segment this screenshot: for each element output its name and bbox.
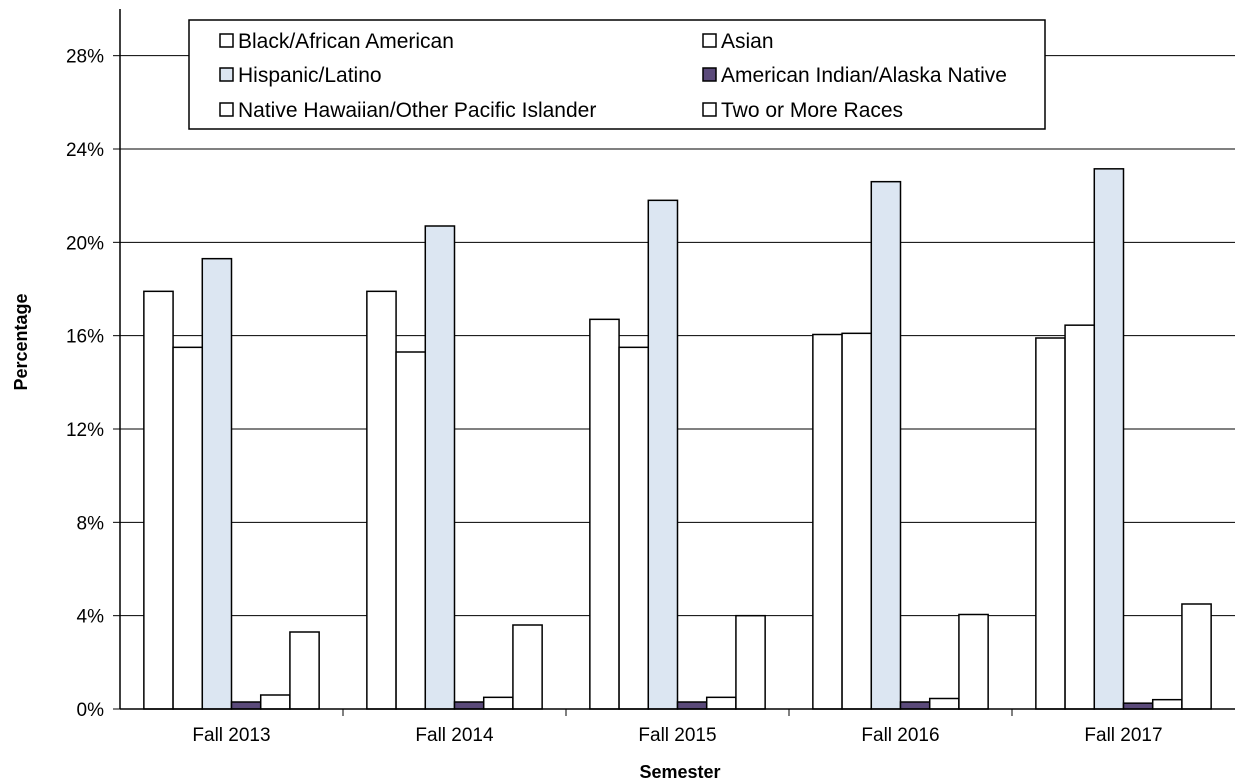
legend-swatch-asian — [702, 33, 717, 48]
y-tick-label: 20% — [66, 233, 104, 254]
legend-swatch-hispanic-latino — [219, 67, 234, 82]
bar-asian-fall-2014 — [395, 351, 427, 710]
bar-hispanic-latino-fall-2015 — [647, 199, 679, 710]
legend: Black/African American Asian Hispanic/Lati… — [188, 19, 1046, 130]
y-tick-label: 4% — [77, 607, 105, 628]
legend-label-asian: Asian — [721, 30, 774, 53]
bar-hispanic-latino-fall-2014 — [424, 225, 456, 710]
bar-black-african-american-fall-2017 — [1035, 337, 1066, 710]
bar-native-hawaiian-other-pacific-islander-fall-2014 — [482, 696, 514, 710]
bar-american-indian-alaska-native-fall-2016 — [899, 701, 931, 710]
bar-two-or-more-races-fall-2015 — [735, 614, 766, 710]
bars — [143, 168, 1212, 710]
bar-asian-fall-2016 — [841, 332, 873, 710]
bar-american-indian-alaska-native-fall-2017 — [1122, 702, 1154, 710]
bar-native-hawaiian-other-pacific-islander-fall-2013 — [259, 694, 291, 710]
bar-asian-fall-2013 — [172, 346, 204, 710]
x-tick-label: Fall 2013 — [192, 725, 270, 746]
bar-american-indian-alaska-native-fall-2013 — [230, 701, 262, 710]
x-tick-label: Fall 2016 — [861, 725, 939, 746]
tick-labels: 0% 4% 8% 12% 16% 20% 24% 28% Fall 2013 Fall 2014 F… — [66, 47, 1163, 746]
legend-swatch-two-or-more-races — [702, 102, 717, 117]
bar-american-indian-alaska-native-fall-2014 — [453, 701, 485, 710]
legend-swatch-black-african-american — [219, 33, 234, 48]
bar-black-african-american-fall-2014 — [366, 290, 397, 710]
y-tick-label: 16% — [66, 327, 104, 348]
legend-label-two-or-more-races: Two or More Races — [721, 99, 903, 122]
bar-black-african-american-fall-2013 — [143, 290, 174, 710]
y-tick-label: 12% — [66, 420, 104, 441]
legend-label-black-african-american: Black/African American — [238, 30, 454, 53]
bar-two-or-more-races-fall-2014 — [512, 624, 543, 710]
bar-hispanic-latino-fall-2013 — [201, 257, 233, 710]
bar-hispanic-latino-fall-2016 — [870, 180, 902, 710]
legend-swatch-american-indian-alaska-native — [702, 67, 717, 82]
y-tick-label: 0% — [77, 700, 105, 721]
bar-american-indian-alaska-native-fall-2015 — [676, 701, 708, 710]
bar-hispanic-latino-fall-2017 — [1093, 168, 1125, 710]
bar-asian-fall-2017 — [1064, 324, 1096, 710]
bar-black-african-american-fall-2016 — [812, 333, 843, 710]
bar-native-hawaiian-other-pacific-islander-fall-2017 — [1151, 698, 1183, 710]
legend-swatch-native-hawaiian-other-pacific-islander — [219, 102, 234, 117]
legend-label-native-hawaiian-other-pacific-islander: Native Hawaiian/Other Pacific Islander — [238, 99, 596, 122]
bar-asian-fall-2015 — [618, 346, 650, 710]
x-tick-label: Fall 2015 — [638, 725, 716, 746]
x-tick-label: Fall 2014 — [415, 725, 494, 746]
y-axis-title: Percentage — [11, 293, 31, 390]
legend-label-hispanic-latino: Hispanic/Latino — [238, 64, 382, 87]
x-axis-title: Semester — [639, 762, 720, 781]
legend-label-american-indian-alaska-native: American Indian/Alaska Native — [721, 64, 1007, 87]
bar-two-or-more-races-fall-2017 — [1181, 603, 1212, 710]
y-tick-label: 8% — [77, 513, 105, 534]
y-tick-label: 24% — [66, 140, 104, 161]
bar-black-african-american-fall-2015 — [589, 318, 620, 710]
bar-native-hawaiian-other-pacific-islander-fall-2015 — [705, 696, 737, 710]
x-tick-label: Fall 2017 — [1084, 725, 1162, 746]
bar-two-or-more-races-fall-2013 — [289, 631, 320, 710]
y-tick-label: 28% — [66, 47, 104, 68]
bar-two-or-more-races-fall-2016 — [958, 613, 989, 710]
bar-native-hawaiian-other-pacific-islander-fall-2016 — [928, 697, 960, 710]
legend-box — [188, 19, 1046, 130]
axes — [113, 9, 1235, 716]
